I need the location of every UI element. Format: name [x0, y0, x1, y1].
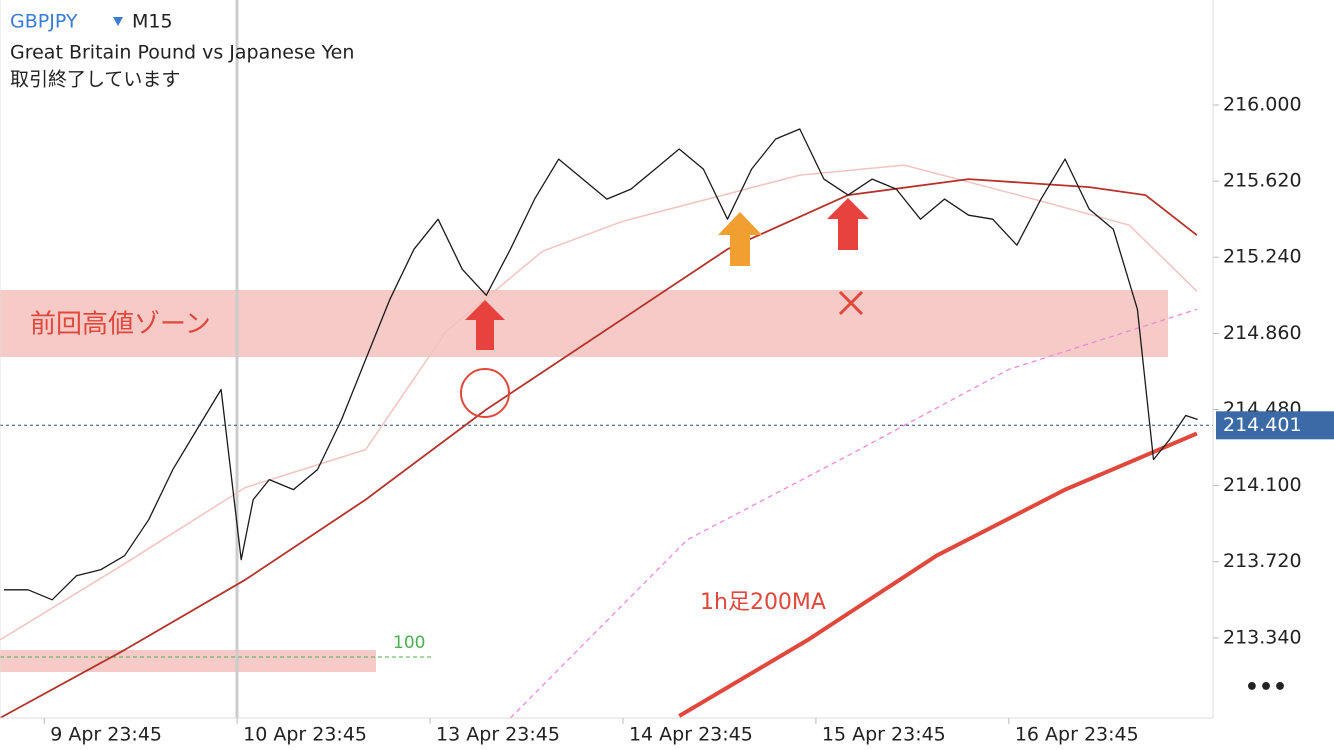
y-tick-label: 215.620	[1223, 170, 1302, 192]
description: Great Britain Pound vs Japanese Yen	[10, 42, 354, 64]
x-tick-label: 13 Apr 23:45	[436, 724, 560, 746]
zone-label: 前回高値ゾーン	[30, 310, 211, 340]
resistance-zone	[0, 290, 1168, 357]
up-arrow	[827, 198, 869, 250]
price-line	[509, 308, 1198, 719]
y-tick-label: 214.100	[1223, 474, 1302, 496]
more-menu[interactable]: •••	[1245, 675, 1287, 700]
y-tick-label: 215.240	[1223, 246, 1302, 268]
y-tick-label: 214.860	[1223, 322, 1302, 344]
x-tick-label: 14 Apr 23:45	[629, 724, 753, 746]
circle-mark	[460, 368, 510, 418]
support-zone	[0, 650, 376, 672]
cross-mark	[838, 290, 864, 316]
x-tick-label: 15 Apr 23:45	[822, 724, 946, 746]
price-line	[4, 128, 1198, 601]
symbol[interactable]: GBPJPY	[10, 11, 78, 33]
y-tick-label: 216.000	[1223, 93, 1302, 115]
price-line	[0, 164, 1198, 641]
price-line	[678, 431, 1198, 718]
last-price-label: 214.401	[1223, 414, 1302, 436]
symbol-dropdown[interactable]	[113, 17, 123, 26]
y-tick-label: 213.720	[1223, 550, 1302, 572]
plot	[0, 128, 1213, 719]
price-line	[0, 178, 1198, 719]
x-tick-label: 10 Apr 23:45	[243, 724, 367, 746]
ma-label: 1h足200MA	[700, 590, 826, 615]
market-status: 取引終了しています	[10, 69, 180, 91]
level-label: 100	[393, 633, 425, 653]
timeframe[interactable]: M15	[132, 11, 173, 33]
up-arrow	[718, 212, 762, 266]
up-arrow	[465, 300, 505, 350]
y-tick-label: 213.340	[1223, 626, 1302, 648]
x-tick-label: 16 Apr 23:45	[1015, 724, 1139, 746]
last-price-box	[1216, 411, 1334, 440]
x-tick-label: 9 Apr 23:45	[50, 724, 162, 746]
